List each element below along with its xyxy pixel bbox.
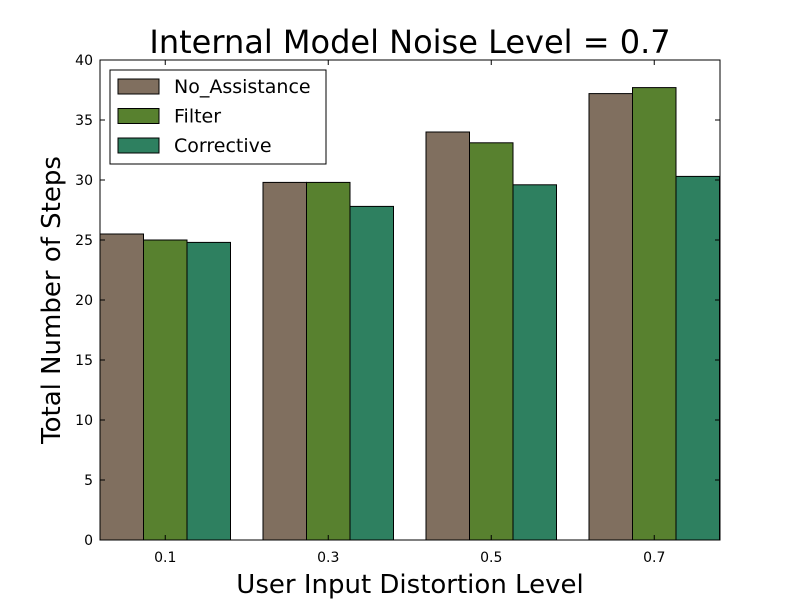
x-tick-label: 0.7: [643, 550, 665, 566]
y-axis-label: Total Number of Steps: [37, 156, 67, 445]
bar-no-assistance-0-7: [588, 93, 633, 541]
bar-corrective-0-5: [512, 184, 557, 541]
legend-swatch: [117, 78, 160, 95]
legend-label: No_Assistance: [174, 76, 311, 98]
y-tick-label: 20: [75, 293, 93, 309]
x-tick-label: 0.5: [480, 550, 502, 566]
bar-filter-0-1: [143, 239, 188, 541]
y-tick-label: 10: [75, 413, 93, 429]
y-tick-label: 40: [75, 53, 93, 69]
y-tick-label: 35: [75, 113, 93, 129]
bar-no-assistance-0-1: [99, 233, 144, 541]
x-tick-label: 0.3: [317, 550, 339, 566]
bar-filter-0-5: [469, 142, 514, 541]
bar-corrective-0-3: [349, 205, 394, 541]
plot-frame: [99, 59, 721, 541]
ticks-layer: 0 5 10 15 20 25 30 35 40 0.1 0.3 0.5 0.7: [75, 53, 720, 566]
x-tick-label: 0.1: [154, 550, 176, 566]
y-tick-label: 25: [75, 233, 93, 249]
legend-label: Filter: [174, 106, 221, 128]
legend-label: Corrective: [174, 135, 272, 157]
legend-swatch: [117, 108, 160, 124]
x-axis-label: User Input Distortion Level: [236, 570, 583, 600]
legend-swatch: [117, 137, 160, 154]
legend: No_Assistance Filter Corrective: [109, 69, 327, 165]
y-tick-label: 15: [75, 353, 93, 369]
bars-layer: [99, 87, 720, 541]
y-tick-label: 30: [75, 173, 93, 189]
bar-filter-0-3: [306, 181, 351, 541]
y-tick-label: 0: [84, 533, 93, 549]
bar-corrective-0-1: [186, 241, 231, 541]
bar-no-assistance-0-5: [425, 131, 470, 541]
bar-filter-0-7: [632, 87, 677, 541]
bar-corrective-0-7: [675, 175, 720, 541]
y-tick-label: 5: [84, 473, 93, 489]
chart-title: Internal Model Noise Level = 0.7: [149, 23, 670, 61]
bar-no-assistance-0-3: [262, 181, 307, 541]
